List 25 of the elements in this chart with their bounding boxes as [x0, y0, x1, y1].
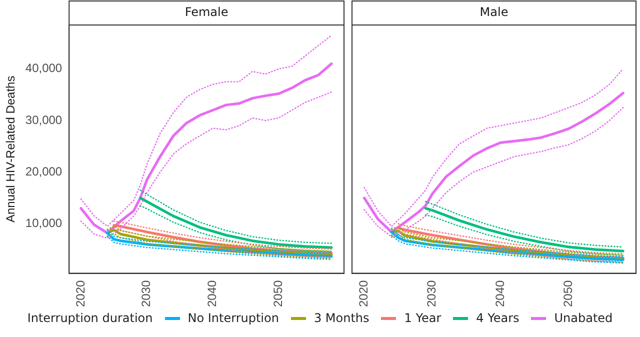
- x-tick-label: 2030: [424, 280, 439, 308]
- x-tick-label: 2030: [139, 280, 154, 308]
- x-tick-label: 2050: [560, 280, 575, 308]
- y-tick-label: 30,000: [25, 112, 62, 127]
- line-series: [140, 205, 332, 252]
- x-tick-label: 2020: [356, 280, 371, 308]
- chart-title: Male: [480, 5, 508, 20]
- x-tick-label: 2020: [73, 280, 88, 308]
- legend-label: 4 Years: [476, 311, 520, 325]
- line-series: [113, 220, 332, 250]
- line-series: [80, 34, 332, 227]
- x-tick-label: 2040: [492, 280, 507, 308]
- legend-title: Interruption duration: [27, 311, 153, 325]
- legend-label: 3 Months: [314, 311, 370, 325]
- x-tick-label: 2040: [205, 280, 220, 308]
- line-series: [140, 190, 332, 244]
- y-tick-label: 10,000: [25, 216, 62, 230]
- y-tick-label: 40,000: [25, 61, 62, 76]
- chart-title: Female: [184, 5, 228, 20]
- y-tick-label: 20,000: [25, 164, 62, 178]
- x-tick-label: 2050: [271, 280, 286, 308]
- legend-label: No Interruption: [188, 311, 279, 325]
- y-axis-title: Annual HIV-Related Deaths: [4, 76, 18, 223]
- legend-label: Unabated: [554, 311, 613, 325]
- legend-label: 1 Year: [404, 311, 442, 325]
